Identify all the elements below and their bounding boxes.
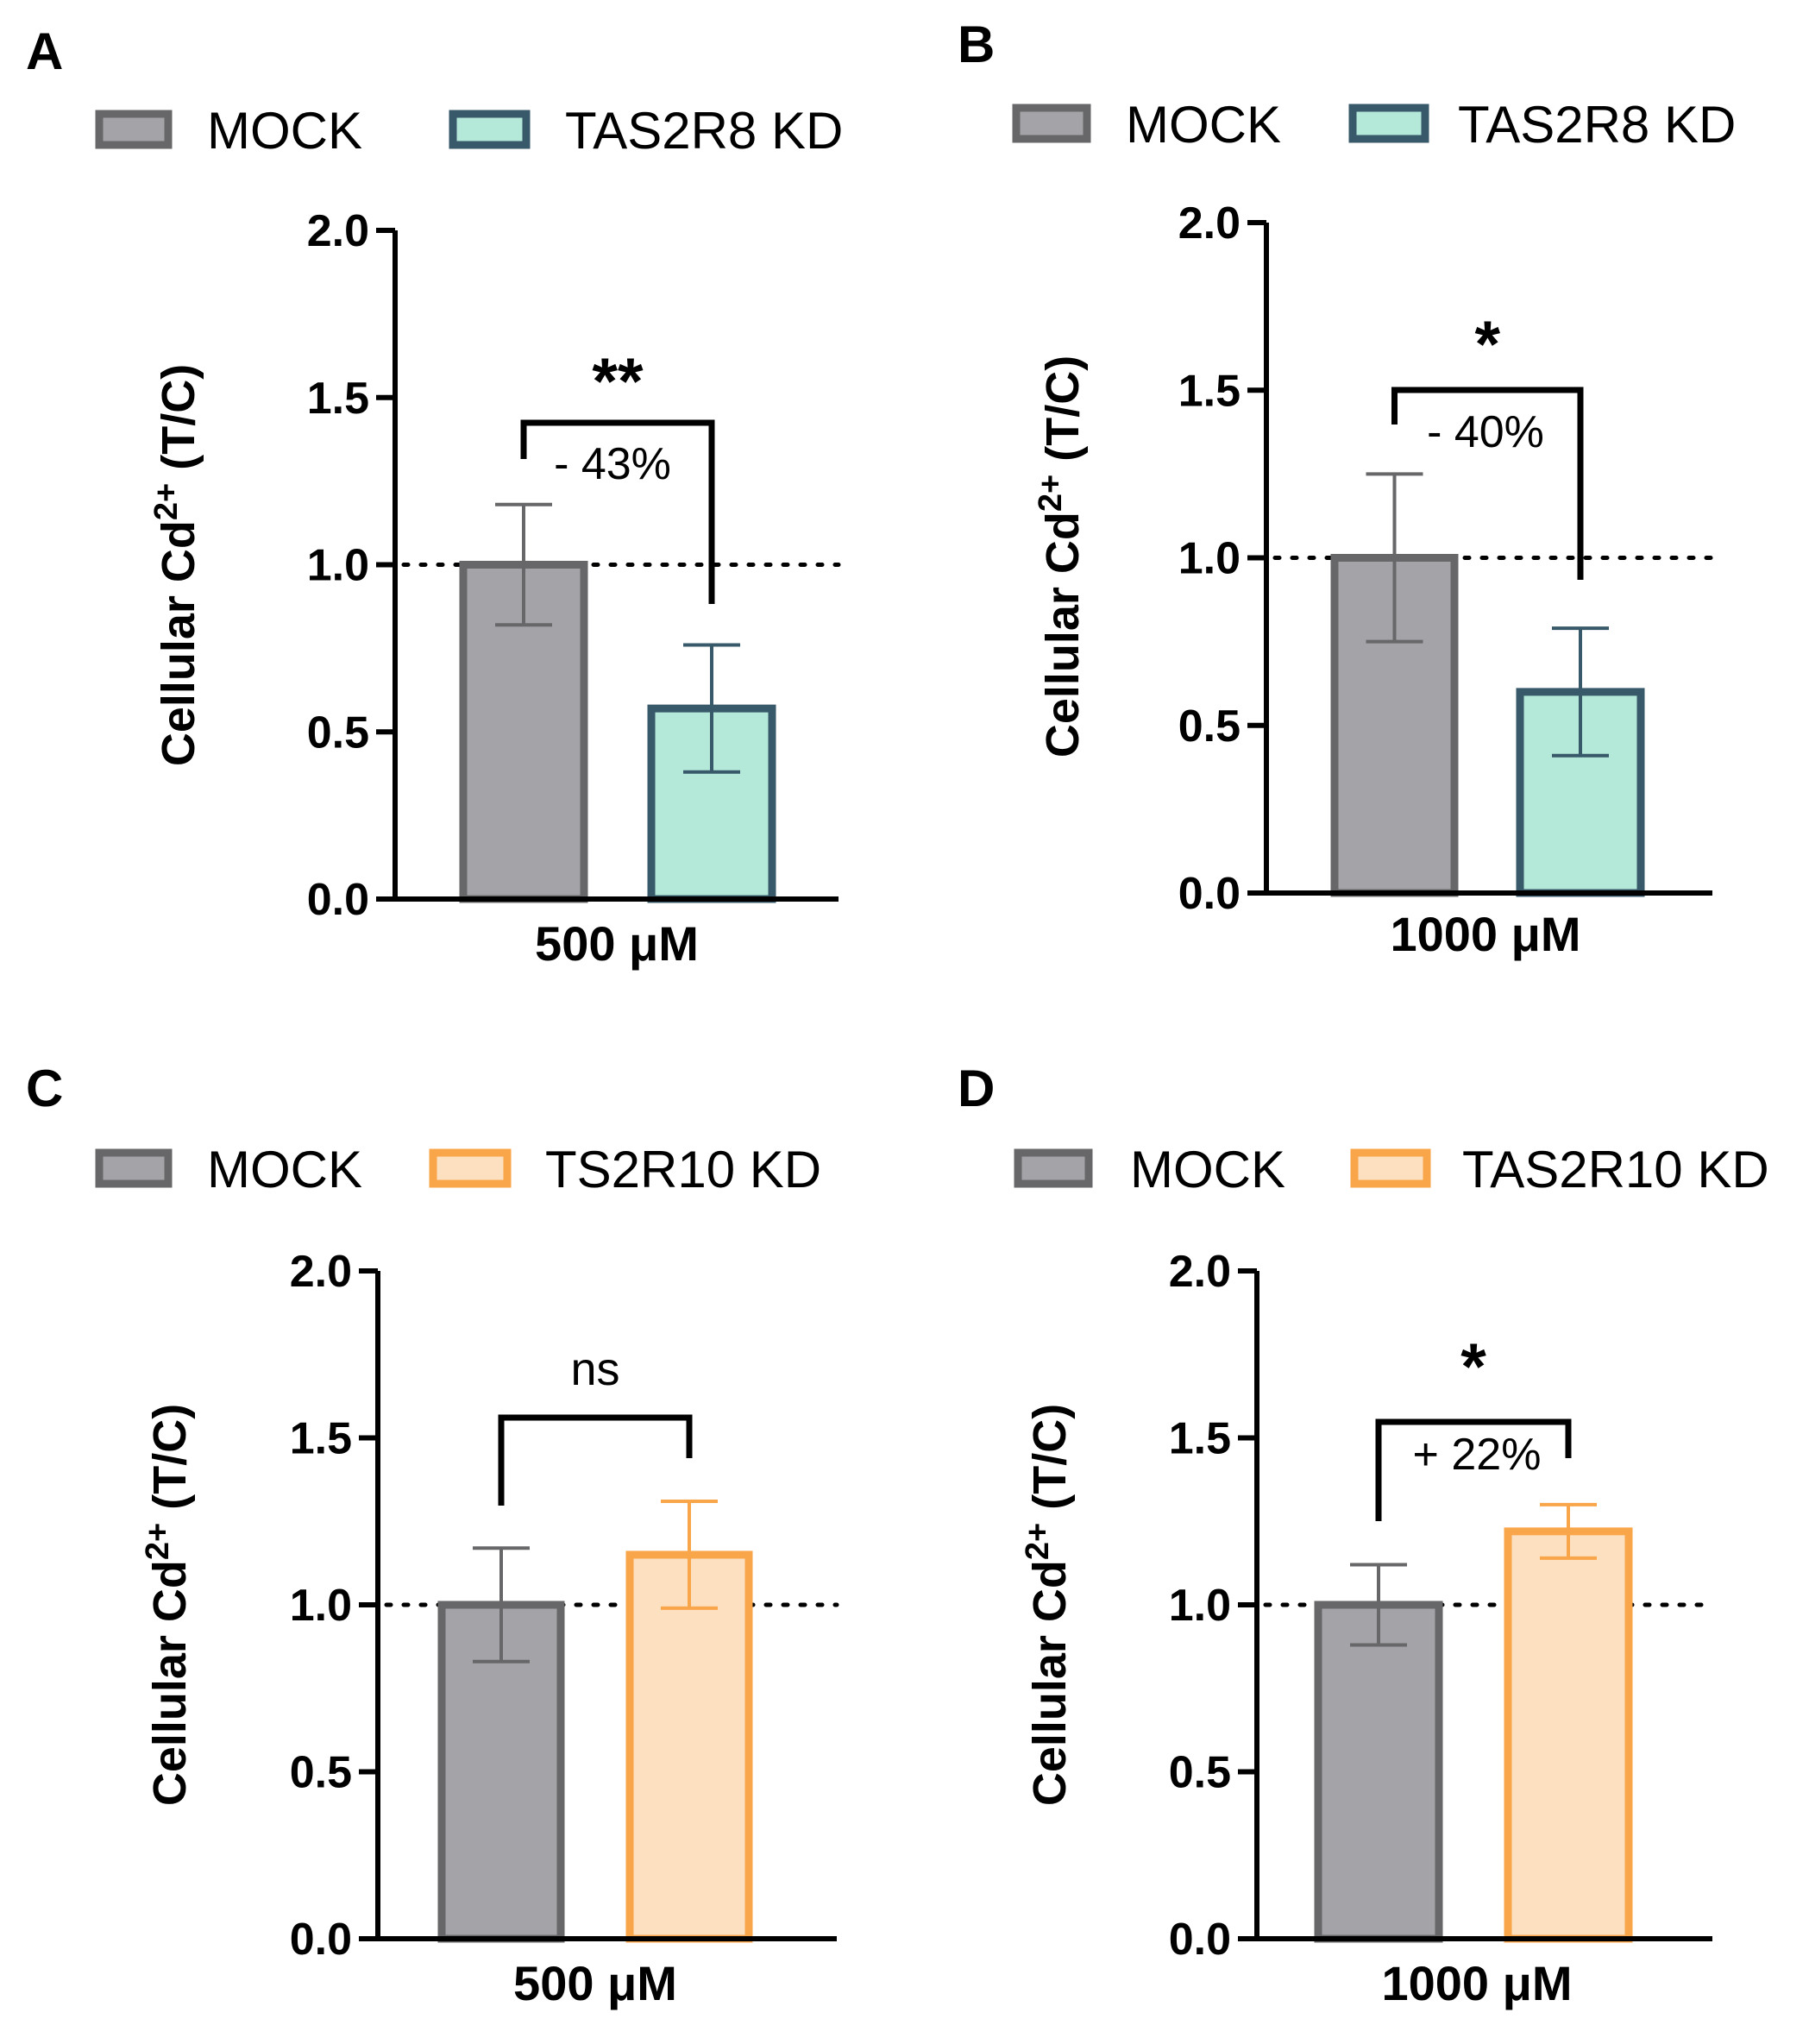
panel-a: A MOCK TAS2R8 KD 0.0 0.5 1.0 1.5 2.0 Cellular Cd… — [26, 22, 843, 971]
bar — [1504, 1527, 1633, 1943]
y-tick-label: 2.0 — [1178, 198, 1241, 248]
y-tick-label: 1.5 — [307, 374, 369, 424]
panel-b: B MOCK TAS2R8 KD 0.0 0.5 1.0 1.5 2.0 Cellular Cd… — [958, 16, 1736, 961]
y-tick-label: 0.0 — [1169, 1915, 1231, 1965]
legend-swatch — [95, 1148, 173, 1188]
bar — [625, 1550, 753, 1943]
y-tick-label: 2.0 — [290, 1247, 352, 1297]
y-tick-label: 1.0 — [1178, 534, 1241, 584]
significance-label: ** — [592, 345, 644, 418]
legend-label: TS2R10 KD — [545, 1141, 821, 1198]
percent-change: - 40% — [1427, 407, 1544, 457]
legend-label: TAS2R8 KD — [1458, 96, 1736, 154]
y-tick-label: 0.5 — [1178, 701, 1241, 752]
y-axis-title: Cellular Cd2+ (T/C) — [148, 364, 204, 766]
legend-label: MOCK — [207, 1141, 362, 1198]
y-tick-label: 0.0 — [1178, 869, 1241, 919]
y-tick-label: 1.0 — [290, 1581, 352, 1631]
y-tick-label: 0.5 — [307, 708, 369, 758]
y-axis-title: Cellular Cd2+ (T/C) — [1033, 355, 1089, 758]
percent-change: + 22% — [1413, 1430, 1542, 1480]
significance-bracket — [520, 419, 715, 604]
y-axis-title: Cellular Cd2+ (T/C) — [1020, 1404, 1076, 1806]
significance-label: ns — [570, 1343, 619, 1395]
legend-swatch — [1014, 1148, 1093, 1188]
legend-label: TAS2R8 KD — [565, 102, 843, 160]
category-label: 1000 μM — [1390, 907, 1580, 961]
legend: MOCK TAS2R8 KD — [1012, 96, 1736, 154]
y-tick-label: 0.0 — [307, 875, 369, 925]
category-label: 1000 μM — [1381, 1956, 1572, 2010]
y-tick-label: 1.5 — [1169, 1414, 1231, 1464]
y-tick-label: 1.5 — [290, 1414, 352, 1464]
legend-swatch — [449, 110, 531, 149]
legend-label: MOCK — [207, 102, 362, 160]
significance-bracket — [498, 1414, 693, 1506]
panel-d: D MOCK TAS2R10 KD 0.0 0.5 1.0 1.5 2.0 Cellular C… — [958, 1060, 1769, 2010]
legend-swatch — [1348, 104, 1429, 143]
significance-label: * — [1460, 1330, 1486, 1404]
significance-bracket — [1391, 387, 1584, 580]
y-tick-label: 2.0 — [1169, 1247, 1231, 1297]
panel-letter: B — [958, 16, 995, 73]
panel-c: C MOCK TS2R10 KD 0.0 0.5 1.0 1.5 2.0 Cellular Cd… — [26, 1060, 839, 2010]
legend-label: MOCK — [1130, 1141, 1285, 1198]
y-tick-label: 1.0 — [1169, 1581, 1231, 1631]
percent-change: - 43% — [554, 439, 671, 489]
category-label: 500 μM — [535, 916, 699, 971]
significance-label: * — [1474, 308, 1500, 381]
panel-letter: C — [26, 1060, 63, 1117]
category-label: 500 μM — [513, 1956, 677, 2010]
bar — [1314, 1601, 1443, 1943]
legend-swatch — [95, 110, 173, 149]
legend-swatch — [1012, 104, 1091, 143]
panel-letter: A — [26, 22, 63, 80]
y-tick-label: 0.0 — [290, 1915, 352, 1965]
panel-letter: D — [958, 1060, 995, 1117]
legend-label: MOCK — [1126, 96, 1281, 154]
y-tick-label: 1.5 — [1178, 366, 1241, 416]
y-tick-label: 2.0 — [307, 206, 369, 256]
legend: MOCK TAS2R8 KD — [95, 102, 843, 160]
legend-swatch — [429, 1148, 512, 1188]
legend: MOCK TAS2R10 KD — [1014, 1141, 1769, 1198]
y-tick-label: 1.0 — [307, 541, 369, 591]
legend-label: TAS2R10 KD — [1462, 1141, 1769, 1198]
y-axis-title: Cellular Cd2+ (T/C) — [140, 1404, 196, 1806]
significance-bracket — [1375, 1418, 1572, 1521]
legend-swatch — [1350, 1148, 1431, 1188]
y-tick-label: 0.5 — [290, 1748, 352, 1798]
y-tick-label: 0.5 — [1169, 1748, 1231, 1798]
legend: MOCK TS2R10 KD — [95, 1141, 821, 1198]
